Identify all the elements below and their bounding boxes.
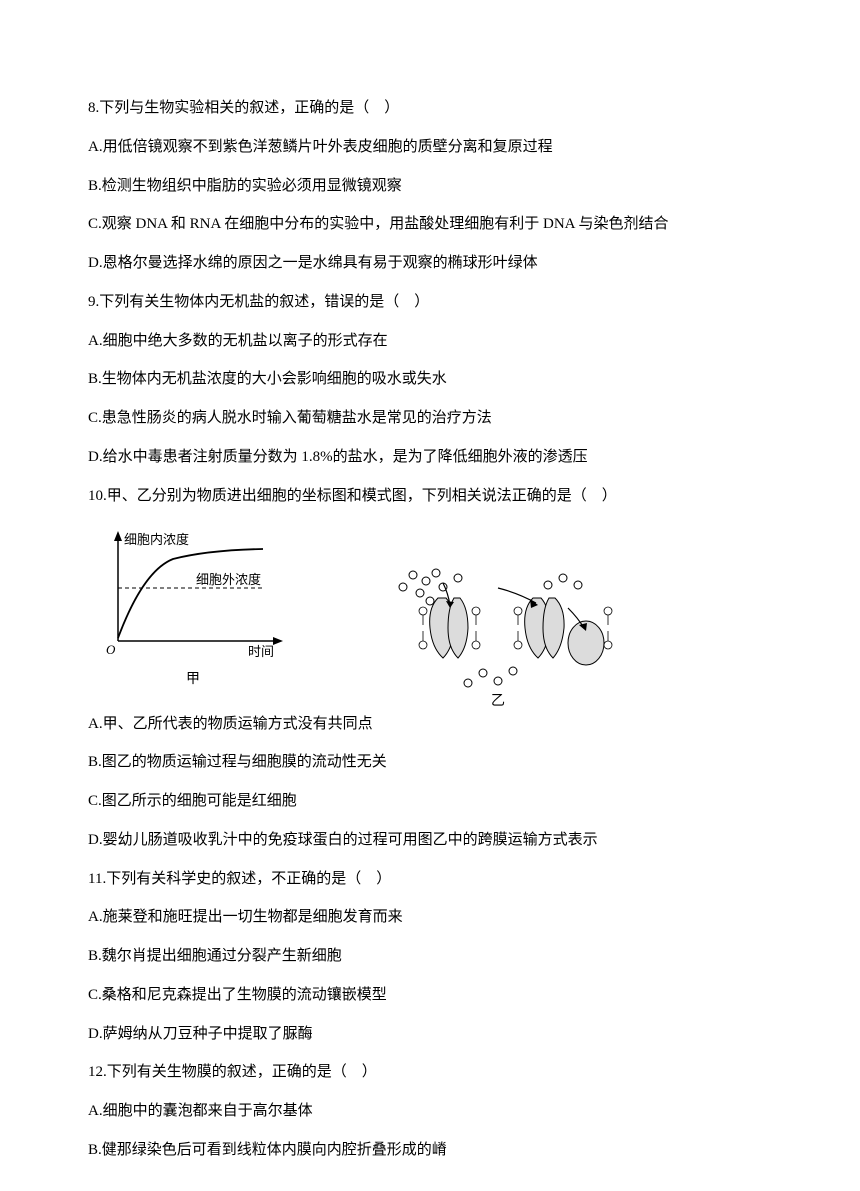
chart-y-label: 细胞内浓度 [124, 532, 189, 547]
chart-jia: 细胞内浓度 细胞外浓度 时间 O [98, 526, 288, 661]
q9-stem: 9.下列有关生物体内无机盐的叙述，错误的是（ ） [88, 284, 772, 321]
q10-option-c: C.图乙所示的细胞可能是红细胞 [88, 783, 772, 820]
svg-text:O: O [106, 642, 116, 657]
q10-option-d: D.婴幼儿肠道吸收乳汁中的免疫球蛋白的过程可用图乙中的跨膜运输方式表示 [88, 822, 772, 859]
q8-option-a: A.用低倍镜观察不到紫色洋葱鳞片叶外表皮细胞的质壁分离和复原过程 [88, 129, 772, 166]
q9-option-b: B.生物体内无机盐浓度的大小会影响细胞的吸水或失水 [88, 361, 772, 398]
q11-option-b: B.魏尔肖提出细胞通过分裂产生新细胞 [88, 938, 772, 975]
q12-stem: 12.下列有关生物膜的叙述，正确的是（ ） [88, 1054, 772, 1091]
q10-stem: 10.甲、乙分别为物质进出细胞的坐标图和模式图，下列相关说法正确的是（ ） [88, 478, 772, 515]
q11-option-a: A.施莱登和施旺提出一切生物都是细胞发育而来 [88, 899, 772, 936]
q10-option-b: B.图乙的物质运输过程与细胞膜的流动性无关 [88, 744, 772, 781]
chart-x-label: 时间 [248, 644, 274, 659]
q10-figure: 细胞内浓度 细胞外浓度 时间 O 甲 [98, 526, 772, 697]
q8-stem: 8.下列与生物实验相关的叙述，正确的是（ ） [88, 90, 772, 127]
q9-option-a: A.细胞中绝大多数的无机盐以离子的形式存在 [88, 323, 772, 360]
q11-stem: 11.下列有关科学史的叙述，不正确的是（ ） [88, 861, 772, 898]
q12-option-b: B.健那绿染色后可看到线粒体内膜向内腔折叠形成的嵴 [88, 1132, 772, 1169]
q8-option-b: B.检测生物组织中脂肪的实验必须用显微镜观察 [88, 168, 772, 205]
diagram-yi: 乙 [368, 563, 628, 698]
q10-option-a: A.甲、乙所代表的物质运输方式没有共同点 [88, 706, 772, 743]
q12-option-a: A.细胞中的囊泡都来自于高尔基体 [88, 1093, 772, 1130]
chart-caption-jia: 甲 [98, 663, 288, 697]
q9-option-c: C.患急性肠炎的病人脱水时输入葡萄糖盐水是常见的治疗方法 [88, 400, 772, 437]
q11-option-d: D.萨姆纳从刀豆种子中提取了脲酶 [88, 1016, 772, 1053]
chart-dashed-label: 细胞外浓度 [196, 572, 261, 587]
q8-option-c: C.观察 DNA 和 RNA 在细胞中分布的实验中，用盐酸处理细胞有利于 DNA… [88, 206, 772, 243]
q11-option-c: C.桑格和尼克森提出了生物膜的流动镶嵌模型 [88, 977, 772, 1014]
q8-option-d: D.恩格尔曼选择水绵的原因之一是水绵具有易于观察的椭球形叶绿体 [88, 245, 772, 282]
diagram-caption-yi: 乙 [491, 685, 505, 719]
q9-option-d: D.给水中毒患者注射质量分数为 1.8%的盐水，是为了降低细胞外液的渗透压 [88, 439, 772, 476]
